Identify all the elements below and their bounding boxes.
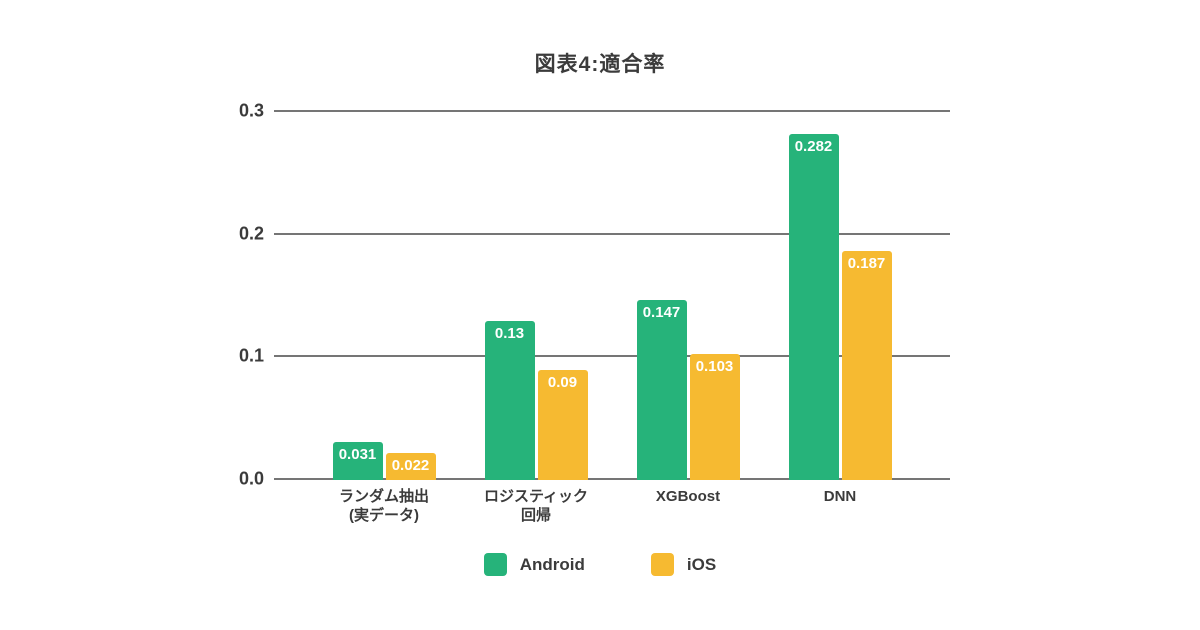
- legend-label: Android: [519, 554, 585, 574]
- y-tick-label: 0.2: [238, 223, 264, 244]
- x-axis-labels: ランダム抽出 (実データ) ロジスティック 回帰 XGBoost DNN: [274, 488, 950, 526]
- bar-groups: 0.031 0.022 0.13 0.09 0.147 0.103 0.282 0.187: [274, 110, 950, 480]
- bar-android-2: 0.147: [636, 300, 687, 480]
- bar-ios-3: 0.187: [841, 251, 892, 480]
- bar-android-0: 0.031: [332, 442, 383, 480]
- bar-value-label: 0.022: [391, 457, 430, 474]
- x-category-label-3: DNN: [823, 488, 857, 505]
- legend-label: iOS: [686, 554, 717, 574]
- bar-android-3: 0.282: [788, 134, 839, 480]
- bar-value-label: 0.09: [547, 374, 578, 391]
- bar-group-3: 0.282 0.187: [764, 110, 916, 480]
- gridline-0.1: [274, 355, 950, 357]
- y-tick-label: 0.1: [238, 345, 264, 366]
- x-category-label-2: XGBoost: [655, 488, 721, 505]
- bar-value-label: 0.103: [695, 358, 734, 375]
- legend-item-android: Android: [483, 553, 585, 576]
- plot-area: [274, 110, 950, 480]
- legend-swatch-ios: [650, 553, 674, 576]
- bar-group-2: 0.147 0.103: [612, 110, 764, 480]
- bar-value-label: 0.031: [338, 446, 377, 463]
- legend-swatch-android: [483, 553, 507, 576]
- bar-group-0: 0.031 0.022: [308, 110, 460, 480]
- gridline-0.2: [274, 233, 950, 235]
- bar-ios-1: 0.09: [537, 370, 588, 480]
- bar-value-label: 0.147: [642, 304, 681, 321]
- bar-value-label: 0.13: [494, 325, 525, 342]
- x-category-label-1: ロジスティック 回帰: [483, 488, 589, 524]
- chart-title: 図表4:適合率: [534, 53, 666, 76]
- bar-android-1: 0.13: [484, 321, 535, 480]
- legend-item-ios: iOS: [650, 553, 717, 576]
- x-category-label-0: ランダム抽出 (実データ): [338, 488, 429, 524]
- gridline-0.0: [274, 478, 950, 480]
- bar-ios-2: 0.103: [689, 354, 740, 480]
- y-tick-label: 0.0: [238, 468, 264, 489]
- bar-value-label: 0.282: [794, 138, 833, 155]
- gridline-0.3: [274, 110, 950, 112]
- bar-group-1: 0.13 0.09: [460, 110, 612, 480]
- legend: Android iOS: [0, 553, 1200, 576]
- bar-value-label: 0.187: [847, 255, 886, 272]
- y-tick-label: 0.3: [238, 100, 264, 121]
- bar-ios-0: 0.022: [385, 453, 436, 480]
